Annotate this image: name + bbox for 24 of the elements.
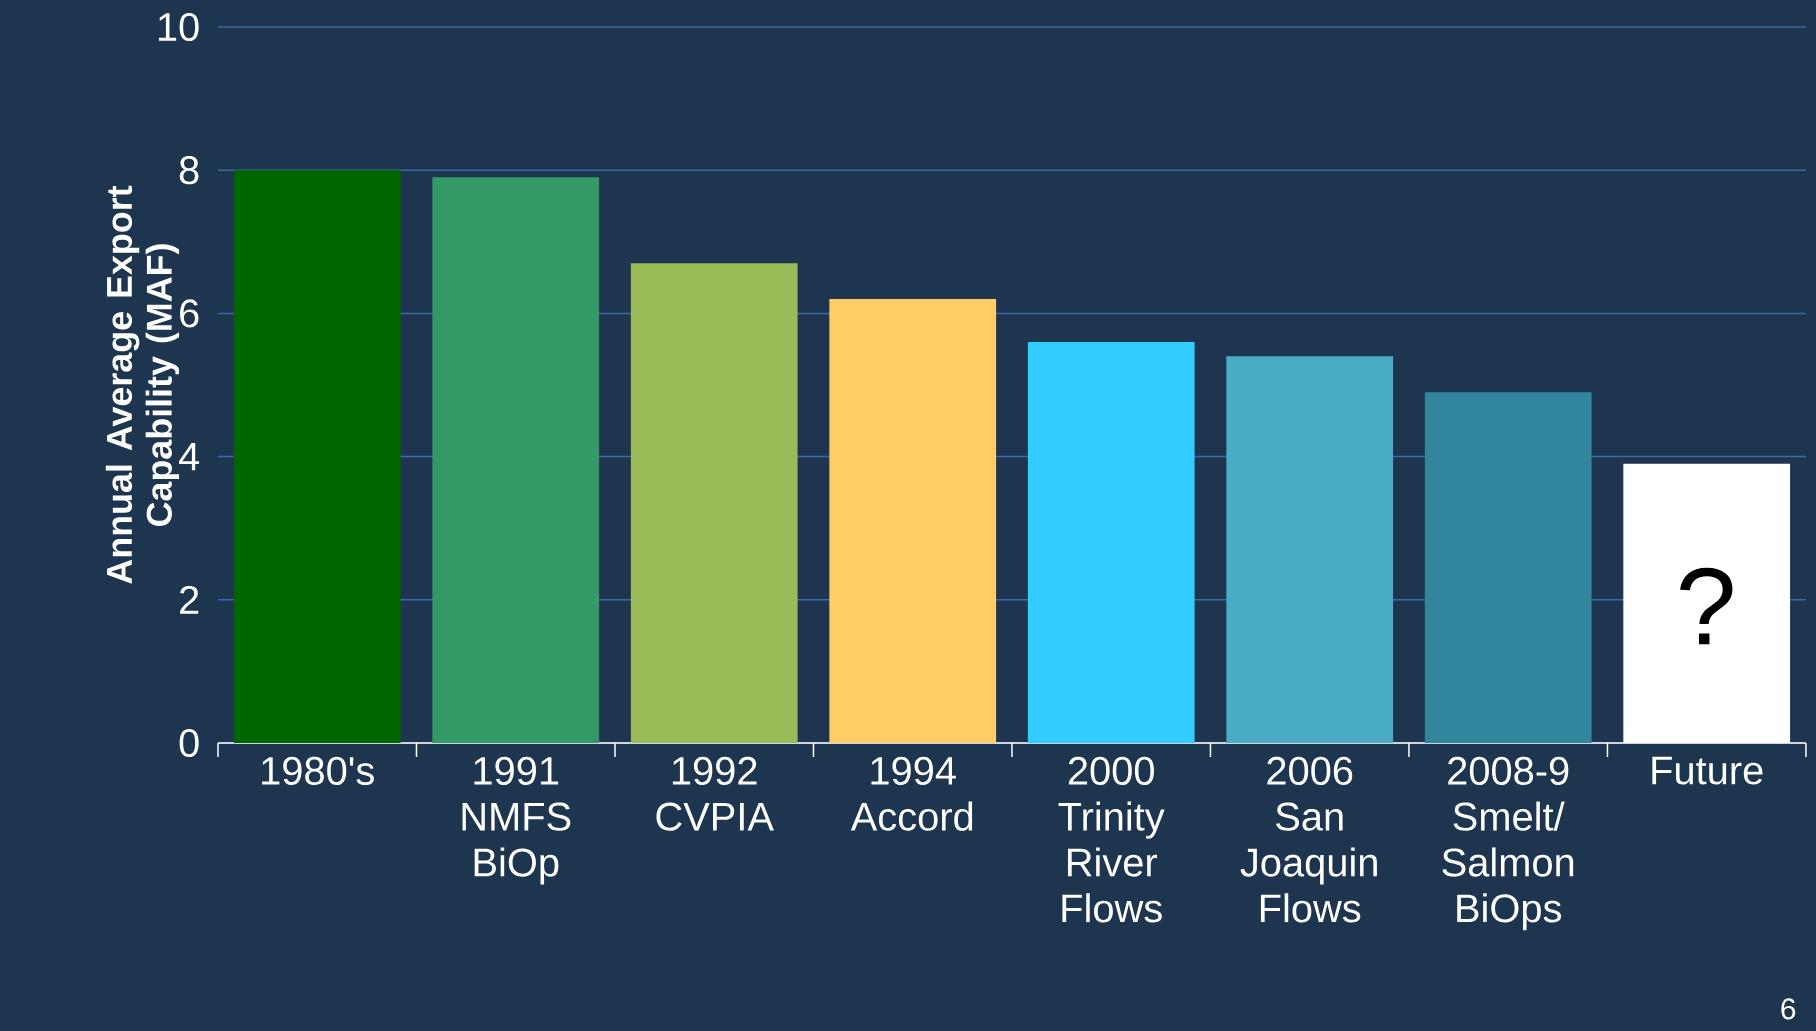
x-tick-label: 2006 San Joaquin Flows	[1240, 756, 1377, 923]
y-axis-title: Annual Average Export Capability (MAF)	[105, 185, 180, 584]
bar	[1424, 392, 1592, 743]
x-tick-label: Future	[1652, 756, 1763, 785]
x-tick-label: 1980's	[262, 756, 374, 785]
y-tick-label: 4	[178, 442, 200, 471]
bar	[1027, 342, 1195, 743]
bar	[829, 299, 997, 743]
x-tick-label: 1994 Accord	[850, 756, 973, 831]
y-tick-label: 2	[180, 585, 199, 614]
x-tick-label: 1992 CVPIA	[656, 756, 774, 831]
x-tick-label: 2000 Trinity River Flows	[1058, 756, 1165, 923]
bar	[432, 177, 600, 743]
annotation: ?	[1680, 567, 1733, 645]
x-tick-label: 2008-9 Smelt/ Salmon BiOps	[1442, 756, 1574, 931]
x-tick-label: 1991 NMFS BiOp	[462, 756, 571, 885]
y-tick-label: 8	[179, 156, 199, 185]
y-tick-label: 10	[158, 12, 199, 42]
bar	[1226, 356, 1394, 743]
bar	[630, 263, 798, 743]
y-tick-label: 6	[180, 299, 199, 328]
y-tick-label: 0	[179, 728, 199, 758]
text: 6	[1781, 998, 1796, 1020]
bar	[233, 170, 401, 743]
